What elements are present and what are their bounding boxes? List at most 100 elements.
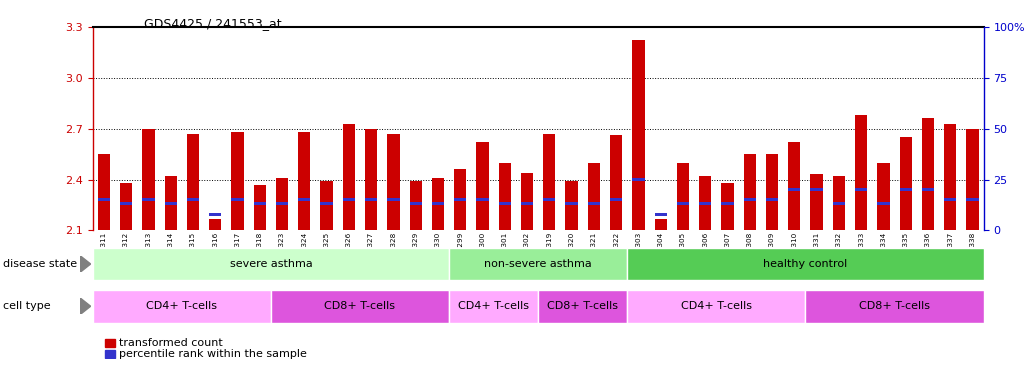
Bar — [186, 199, 199, 201]
Text: CD8+ T-cells: CD8+ T-cells — [324, 301, 396, 311]
Text: CD4+ T-cells: CD4+ T-cells — [458, 301, 529, 311]
Text: CD4+ T-cells: CD4+ T-cells — [681, 301, 752, 311]
Bar — [788, 142, 800, 230]
Text: transformed count: transformed count — [118, 338, 222, 348]
Bar — [922, 118, 934, 230]
Bar — [966, 129, 978, 230]
Bar — [209, 213, 221, 216]
Text: healthy control: healthy control — [763, 259, 848, 269]
Bar — [454, 169, 467, 230]
Bar — [766, 154, 779, 230]
Bar — [922, 188, 934, 191]
Bar — [521, 173, 534, 230]
Text: cell type: cell type — [3, 301, 50, 311]
Bar — [543, 199, 555, 201]
Bar — [410, 202, 422, 205]
Bar — [654, 213, 666, 216]
Bar — [610, 136, 622, 230]
Bar — [253, 185, 266, 230]
Bar — [805, 290, 984, 323]
Bar — [93, 290, 271, 323]
Bar — [476, 199, 488, 201]
Bar — [499, 162, 511, 230]
Text: CD8+ T-cells: CD8+ T-cells — [547, 301, 618, 311]
Text: non-severe asthma: non-severe asthma — [484, 259, 592, 269]
Bar — [449, 290, 539, 323]
Bar — [966, 199, 978, 201]
Bar — [271, 290, 449, 323]
Bar — [788, 188, 800, 191]
Text: severe asthma: severe asthma — [230, 259, 312, 269]
Bar — [253, 202, 266, 205]
Text: percentile rank within the sample: percentile rank within the sample — [118, 349, 307, 359]
Bar — [387, 134, 400, 230]
Bar — [565, 202, 578, 205]
Bar — [105, 339, 115, 348]
Bar — [654, 218, 666, 230]
Bar — [98, 199, 110, 201]
Bar — [298, 132, 310, 230]
Text: disease state: disease state — [3, 259, 77, 269]
Bar — [276, 202, 288, 205]
Bar — [627, 290, 805, 323]
Bar — [320, 202, 333, 205]
Bar — [543, 134, 555, 230]
Bar — [832, 176, 845, 230]
Bar — [499, 202, 511, 205]
Text: GDS4425 / 241553_at: GDS4425 / 241553_at — [144, 17, 282, 30]
Bar — [811, 188, 823, 191]
Bar — [119, 183, 132, 230]
Bar — [119, 202, 132, 205]
Bar — [610, 199, 622, 201]
Bar — [721, 202, 733, 205]
Bar — [677, 162, 689, 230]
Bar — [476, 142, 488, 230]
Bar — [721, 183, 733, 230]
Bar — [832, 202, 845, 205]
Bar — [387, 199, 400, 201]
Polygon shape — [80, 298, 91, 314]
Bar — [276, 178, 288, 230]
Bar — [105, 350, 115, 358]
Bar — [855, 188, 867, 191]
Bar — [744, 199, 756, 201]
Bar — [538, 290, 627, 323]
Bar — [432, 178, 444, 230]
Bar — [878, 202, 890, 205]
Bar — [588, 202, 600, 205]
Bar — [142, 129, 154, 230]
Bar — [632, 40, 645, 230]
Bar — [449, 248, 627, 280]
Bar — [432, 202, 444, 205]
Bar — [632, 178, 645, 181]
Text: CD8+ T-cells: CD8+ T-cells — [859, 301, 930, 311]
Polygon shape — [80, 256, 91, 272]
Bar — [945, 199, 957, 201]
Bar — [320, 181, 333, 230]
Bar — [945, 124, 957, 230]
Bar — [588, 162, 600, 230]
Bar — [766, 199, 779, 201]
Bar — [855, 115, 867, 230]
Bar — [744, 154, 756, 230]
Bar — [98, 154, 110, 230]
Bar — [209, 218, 221, 230]
Text: CD4+ T-cells: CD4+ T-cells — [146, 301, 217, 311]
Bar — [677, 202, 689, 205]
Bar — [93, 248, 449, 280]
Bar — [699, 202, 712, 205]
Bar — [165, 202, 177, 205]
Bar — [521, 202, 534, 205]
Bar — [298, 199, 310, 201]
Bar — [142, 199, 154, 201]
Bar — [565, 181, 578, 230]
Bar — [232, 199, 244, 201]
Bar — [899, 188, 912, 191]
Bar — [165, 176, 177, 230]
Bar — [410, 181, 422, 230]
Bar — [343, 124, 355, 230]
Bar — [627, 248, 984, 280]
Bar — [365, 199, 377, 201]
Bar — [878, 162, 890, 230]
Bar — [232, 132, 244, 230]
